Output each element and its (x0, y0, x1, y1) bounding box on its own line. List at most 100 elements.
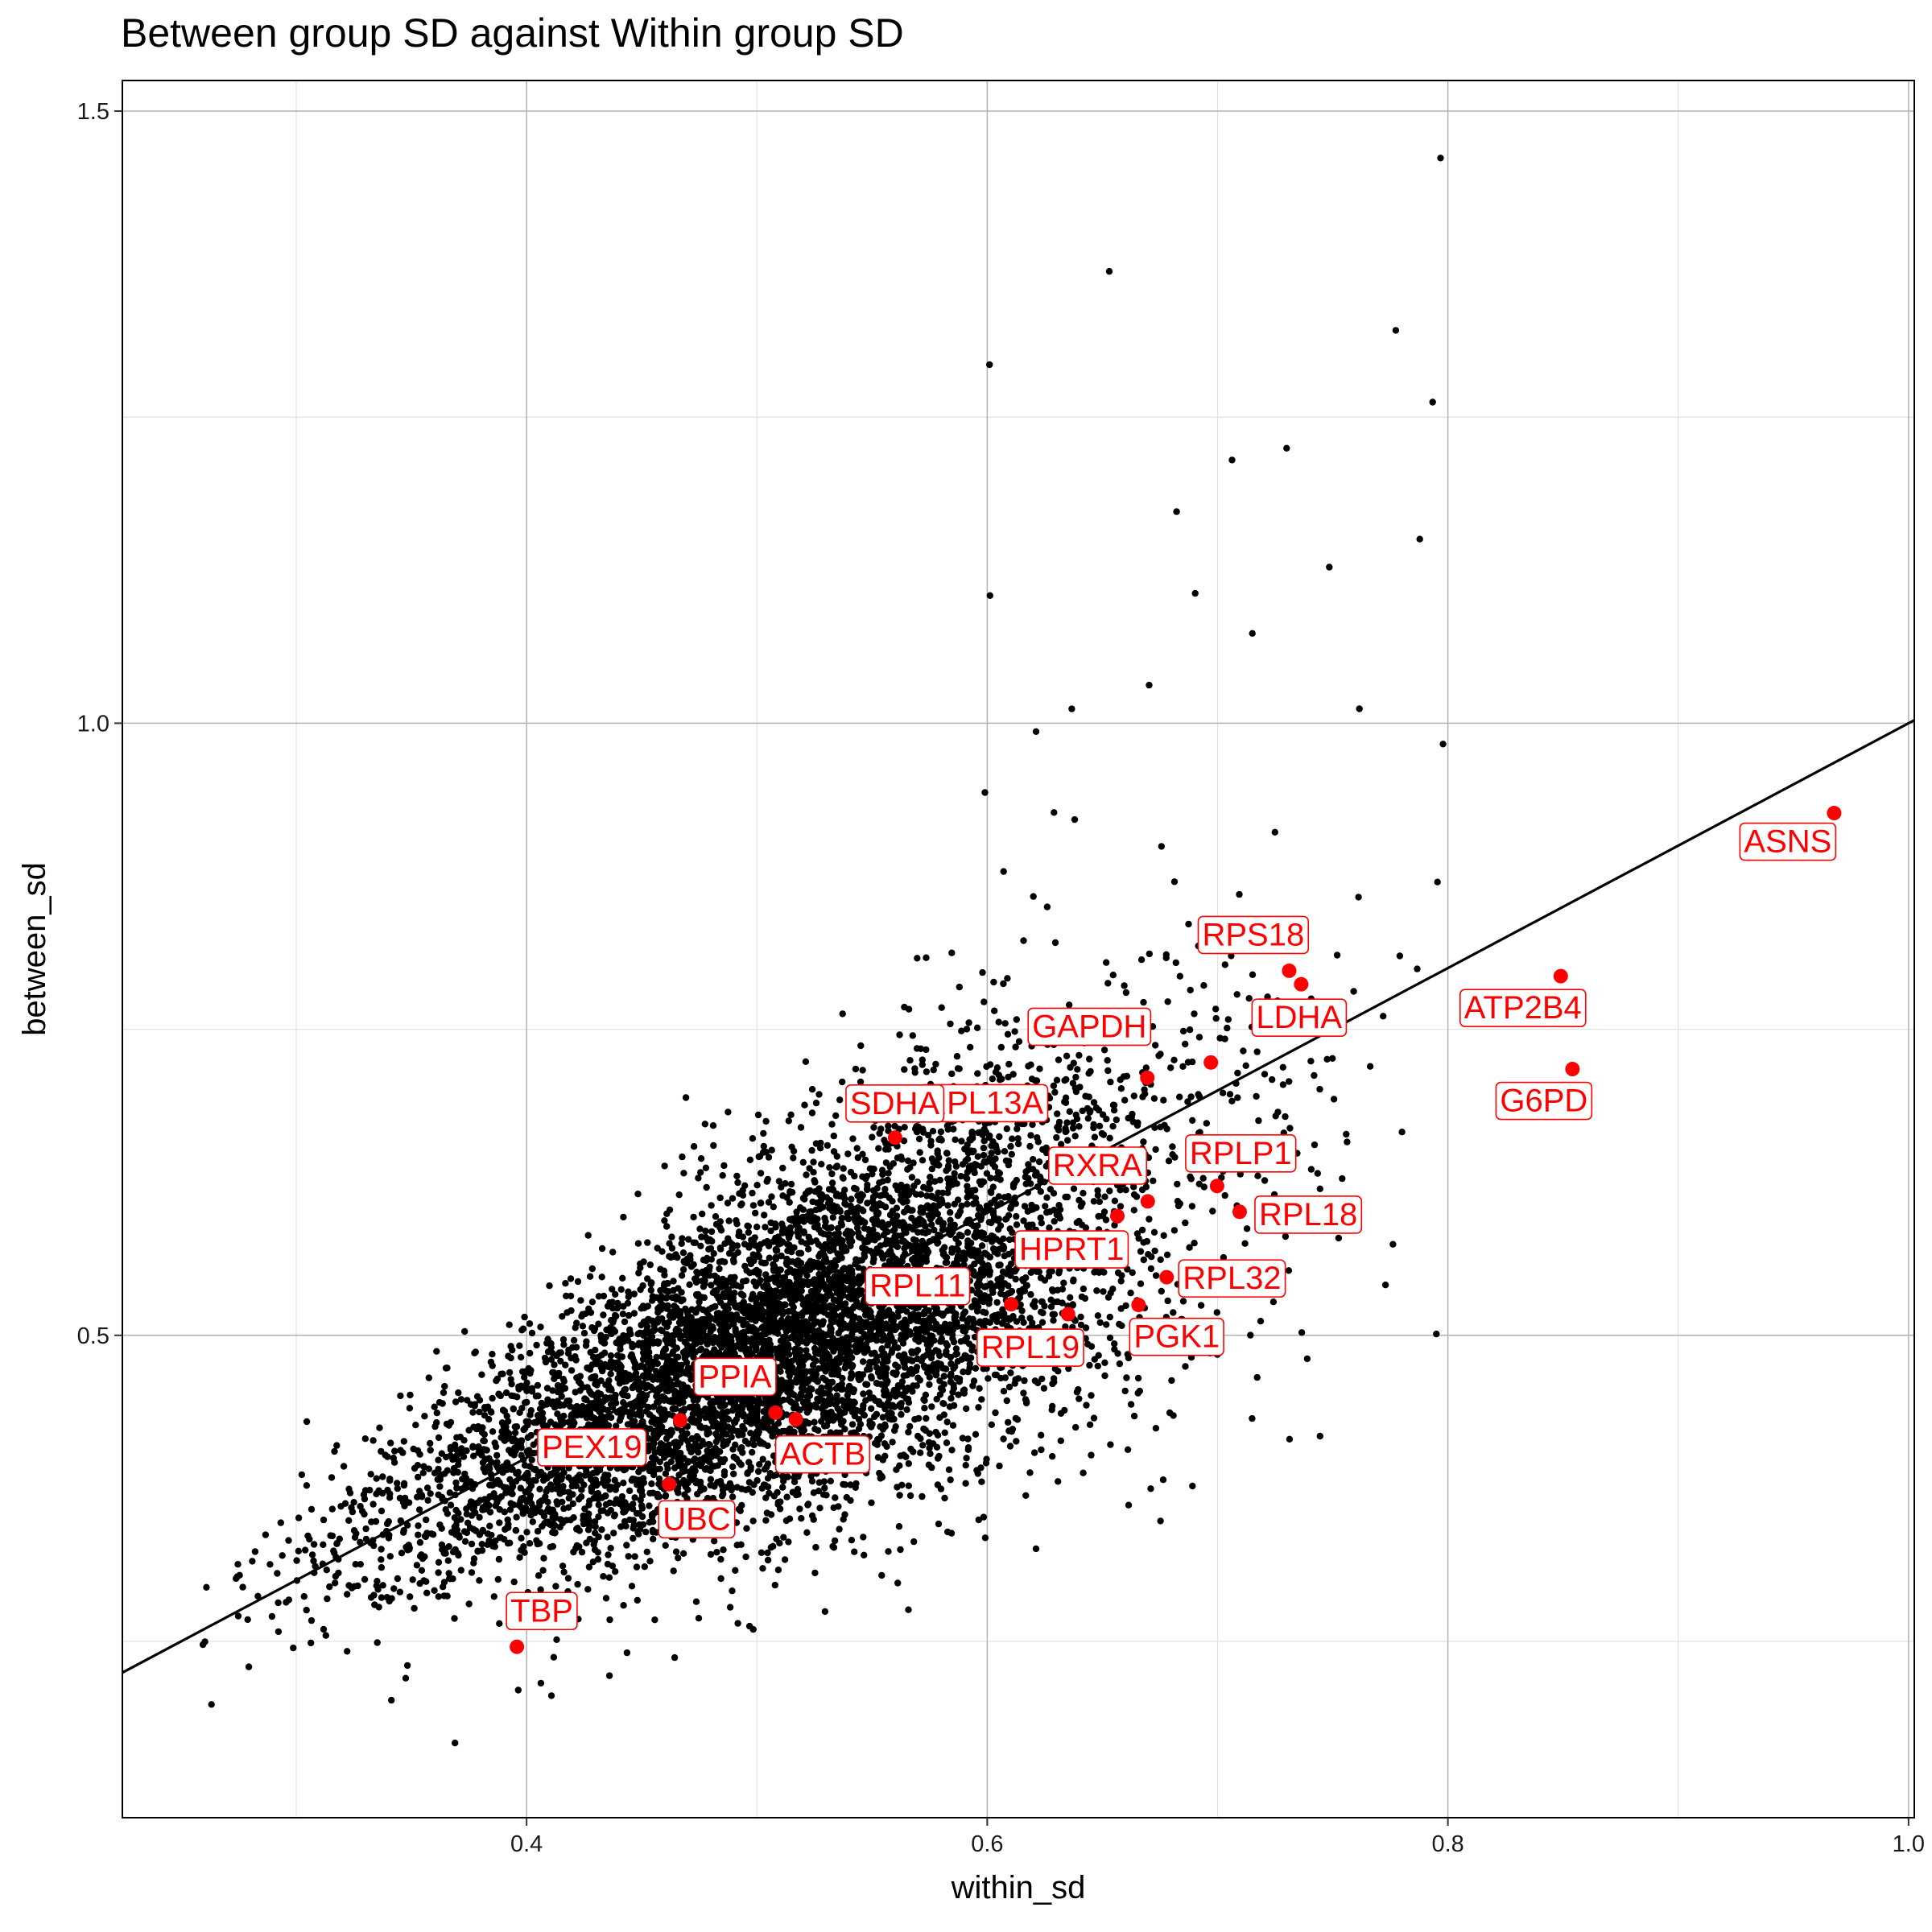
data-point (480, 1437, 487, 1445)
data-point (1179, 1298, 1187, 1305)
data-point (373, 1475, 380, 1482)
data-point (507, 1343, 514, 1350)
data-point (756, 1461, 763, 1468)
data-point (781, 1301, 788, 1308)
data-point (295, 1514, 303, 1521)
data-point (344, 1648, 351, 1655)
data-point (512, 1527, 520, 1534)
data-point (285, 1537, 292, 1544)
data-point (729, 1493, 737, 1501)
data-point (812, 1100, 820, 1107)
data-point (1396, 952, 1404, 960)
data-point (997, 1076, 1004, 1084)
data-point (682, 1094, 690, 1101)
data-point (551, 1521, 559, 1530)
data-point (854, 1154, 862, 1162)
data-point (416, 1579, 423, 1587)
data-point (749, 1488, 756, 1496)
data-point (785, 1117, 792, 1125)
data-point (344, 1591, 351, 1598)
data-point (753, 1224, 761, 1231)
data-point (989, 1160, 997, 1168)
data-point (464, 1519, 472, 1527)
data-point (1168, 1377, 1175, 1385)
data-point (518, 1327, 526, 1334)
data-point (770, 1203, 777, 1211)
data-point (822, 1368, 829, 1375)
data-point (1233, 991, 1241, 998)
data-point (716, 1298, 724, 1307)
data-point (657, 1303, 664, 1311)
data-point (1001, 1020, 1009, 1027)
data-point (427, 1490, 434, 1497)
data-point (671, 1653, 679, 1662)
data-point (588, 1298, 597, 1306)
data-point (873, 1364, 881, 1371)
data-point (486, 1493, 493, 1501)
data-point (630, 1310, 638, 1317)
data-point (415, 1531, 422, 1538)
data-point (564, 1309, 571, 1316)
data-point (559, 1563, 567, 1570)
data-point (901, 1124, 908, 1131)
data-point (515, 1474, 522, 1482)
data-point (739, 1233, 747, 1241)
data-point (493, 1451, 501, 1459)
data-point (574, 1278, 582, 1286)
data-point (1261, 1071, 1269, 1078)
data-point (1191, 589, 1199, 597)
data-point (981, 1249, 989, 1257)
data-point (559, 1335, 568, 1344)
data-point (1172, 959, 1180, 967)
data-point (833, 1153, 841, 1160)
data-point (954, 1358, 962, 1365)
data-point (516, 1409, 523, 1417)
data-point (982, 1459, 990, 1467)
data-point (1316, 1432, 1324, 1440)
data-point (840, 1516, 847, 1523)
data-point (981, 789, 989, 796)
data-point (1056, 1215, 1064, 1222)
data-point (385, 1534, 393, 1542)
data-point (881, 1452, 889, 1460)
data-point (684, 1459, 691, 1466)
data-point (704, 1340, 711, 1348)
data-point (716, 1265, 723, 1273)
data-point (1216, 1034, 1224, 1042)
data-point (889, 1439, 896, 1446)
data-point (695, 1615, 703, 1622)
data-point (1339, 1174, 1346, 1183)
data-point (1025, 1161, 1032, 1168)
data-point (1000, 868, 1007, 875)
data-point (947, 1353, 955, 1361)
data-point (921, 1405, 928, 1412)
data-point (790, 1147, 798, 1155)
data-point (625, 1311, 633, 1319)
data-point (1003, 1125, 1011, 1133)
data-point (1200, 982, 1208, 989)
data-point (758, 1484, 766, 1492)
data-point (828, 1179, 836, 1187)
data-point (819, 1397, 827, 1405)
data-point (989, 1075, 997, 1083)
data-point (489, 1394, 496, 1402)
data-point (324, 1595, 331, 1603)
data-point (1122, 1187, 1129, 1194)
data-point (1106, 1134, 1113, 1142)
data-point (1107, 1441, 1114, 1448)
data-point (810, 1158, 817, 1166)
data-point (1234, 1094, 1241, 1101)
data-point (1096, 1198, 1104, 1206)
data-point (251, 1548, 259, 1555)
data-point (444, 1510, 452, 1517)
data-point (1013, 1221, 1021, 1228)
data-point (634, 1191, 642, 1198)
data-point (731, 1350, 738, 1357)
data-point (881, 1137, 888, 1144)
data-point (262, 1531, 270, 1538)
data-point (859, 1150, 866, 1158)
data-point (954, 1065, 962, 1072)
data-point (1014, 1140, 1022, 1148)
data-point (583, 1539, 590, 1546)
data-point (734, 1249, 741, 1257)
